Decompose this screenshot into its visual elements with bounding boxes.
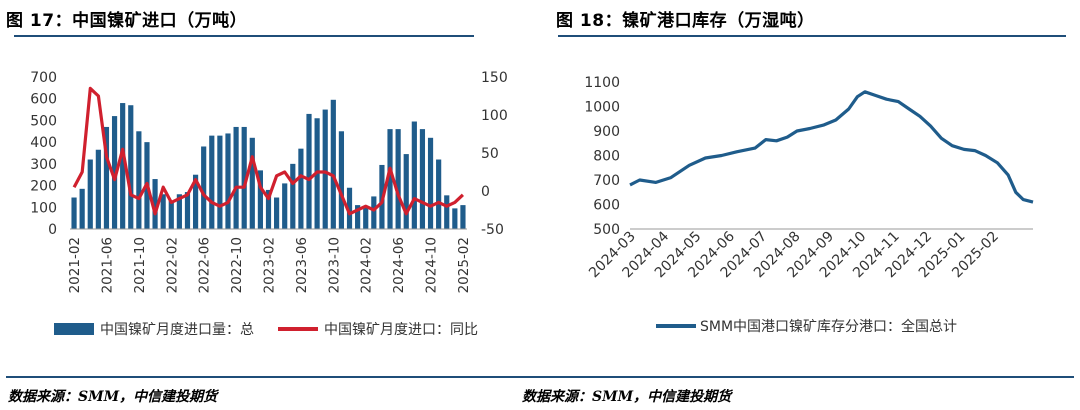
import-volume-bar bbox=[184, 192, 191, 229]
right-y-tick-label: 50 bbox=[481, 146, 499, 162]
import-volume-bar bbox=[355, 205, 361, 229]
right-y-tick-label: 0 bbox=[481, 184, 490, 200]
legend-swatch-volume bbox=[54, 323, 94, 335]
import-volume-bar bbox=[330, 99, 336, 229]
left-y-tick-label: 0 bbox=[48, 222, 57, 238]
x-tick-label: 2022-10 bbox=[229, 237, 245, 293]
yoy-line bbox=[72, 86, 464, 216]
y-tick-label: 1100 bbox=[584, 75, 620, 91]
import-volume-bar bbox=[257, 170, 263, 229]
left-y-tick-label: 600 bbox=[30, 92, 57, 108]
import-volume-bar bbox=[168, 200, 174, 229]
x-tick-label: 2023-06 bbox=[294, 237, 310, 293]
right-y-tick-label: 150 bbox=[481, 70, 508, 86]
left-chart-title: 图 17：中国镍矿进口（万吨） bbox=[6, 11, 248, 31]
import-volume-bar bbox=[225, 133, 231, 229]
legend-label-volume: 中国镍矿月度进口量：总 bbox=[100, 322, 254, 338]
x-tick-label: 2023-10 bbox=[326, 237, 342, 293]
x-tick-label: 2024-02 bbox=[359, 237, 375, 293]
import-volume-bar bbox=[87, 159, 93, 229]
import-volume-bar bbox=[346, 187, 353, 229]
import-volume-bar bbox=[411, 121, 417, 229]
inventory-line bbox=[629, 90, 1034, 204]
x-tick-label: 2021-02 bbox=[67, 237, 83, 293]
left-y-tick-label: 100 bbox=[30, 200, 57, 216]
import-volume-bar bbox=[395, 129, 401, 229]
right-y-tick-label: -50 bbox=[481, 222, 504, 238]
import-volume-bar bbox=[363, 206, 369, 229]
import-volume-bar bbox=[306, 113, 312, 229]
left-y-tick-label: 700 bbox=[30, 70, 57, 86]
import-volume-bar bbox=[265, 189, 272, 229]
import-volume-bar bbox=[176, 194, 182, 229]
import-volume-bar bbox=[298, 148, 304, 229]
import-volume-bar bbox=[152, 179, 158, 229]
x-tick-label: 2022-02 bbox=[164, 237, 180, 293]
x-tick-label: 2023-02 bbox=[262, 237, 278, 293]
x-tick-label: 2024-10 bbox=[424, 237, 440, 293]
import-volume-bar bbox=[436, 159, 442, 229]
import-volume-bar bbox=[387, 129, 393, 229]
right-y-tick-label: 100 bbox=[481, 108, 508, 124]
x-tick-label: 2021-10 bbox=[132, 237, 148, 293]
y-tick-label: 1000 bbox=[584, 100, 620, 116]
right-source-note: 数据来源：SMM，中信建投期货 bbox=[522, 389, 732, 405]
import-volume-bar bbox=[192, 174, 199, 229]
import-volume-bar bbox=[290, 163, 296, 229]
import-volume-bar bbox=[403, 154, 409, 229]
import-volume-bar bbox=[79, 188, 85, 229]
bottom-rule bbox=[6, 376, 1074, 378]
import-volume-bar bbox=[419, 129, 426, 229]
left-y-tick-label: 400 bbox=[30, 135, 57, 151]
import-volume-bar bbox=[233, 126, 239, 229]
import-volume-bar bbox=[274, 197, 280, 229]
left-title-rule bbox=[14, 35, 474, 37]
right-title-rule bbox=[558, 35, 1066, 37]
legend-label-inventory: SMM中国港口镍矿库存分港口：全国总计 bbox=[700, 318, 957, 335]
import-volume-bar bbox=[452, 208, 458, 229]
y-tick-label: 800 bbox=[593, 149, 620, 165]
legend-label-yoy: 中国镍矿月度进口：同比 bbox=[324, 322, 478, 338]
left-y-tick-label: 500 bbox=[30, 113, 57, 129]
import-volume-bar bbox=[103, 126, 110, 229]
import-volume-bar bbox=[111, 116, 118, 229]
x-tick-label: 2025-02 bbox=[456, 237, 472, 293]
import-volume-bar bbox=[209, 135, 215, 229]
left-y-tick-label: 200 bbox=[30, 179, 57, 195]
left-y-tick-label: 300 bbox=[30, 157, 57, 173]
import-volume-bar bbox=[282, 183, 288, 229]
y-tick-label: 500 bbox=[593, 222, 620, 238]
y-tick-label: 700 bbox=[593, 173, 620, 189]
import-volume-bar bbox=[249, 137, 255, 229]
import-volume-bar bbox=[71, 197, 77, 229]
import-volume-bar bbox=[120, 103, 126, 229]
port-inventory-chart: 500600700800900100011002024-032024-04202… bbox=[584, 75, 1034, 335]
x-tick-label: 2022-06 bbox=[197, 237, 213, 293]
import-volume-bar bbox=[160, 194, 166, 229]
x-tick-label: 2024-06 bbox=[391, 237, 407, 293]
import-volume-bar bbox=[338, 131, 345, 229]
import-volume-bar bbox=[241, 126, 247, 229]
import-volume-bar bbox=[460, 205, 466, 229]
import-volume-bar bbox=[427, 137, 434, 229]
import-chart: 0 100 200 300 400 500 600 700 -50 0 50 100 150 2021-0… bbox=[30, 70, 508, 338]
import-volume-bar bbox=[371, 196, 377, 229]
import-volume-bar bbox=[95, 149, 101, 229]
y-tick-label: 600 bbox=[593, 198, 620, 214]
import-volume-bar bbox=[322, 109, 328, 229]
import-volume-bar bbox=[217, 135, 223, 229]
left-source-note: 数据来源：SMM，中信建投期货 bbox=[8, 389, 218, 405]
x-tick-label: 2021-06 bbox=[99, 237, 115, 293]
y-tick-label: 900 bbox=[593, 124, 620, 140]
import-volume-bar bbox=[128, 105, 134, 229]
right-chart-title: 图 18：镍矿港口库存（万湿吨） bbox=[556, 11, 815, 31]
import-volume-bar bbox=[201, 146, 207, 229]
import-volume-bar bbox=[136, 131, 142, 229]
import-volume-bar bbox=[444, 195, 450, 229]
